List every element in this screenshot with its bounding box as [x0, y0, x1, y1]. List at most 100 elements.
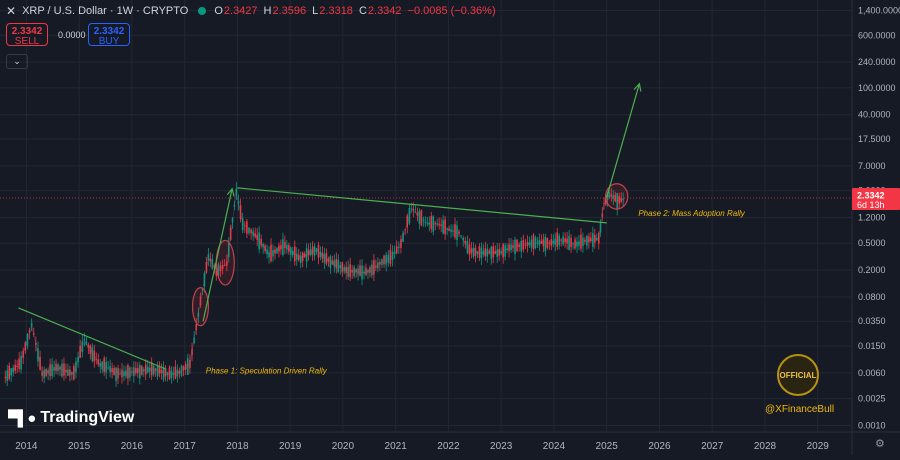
candle-body — [55, 363, 57, 372]
official-badge-text: OFFICIAL — [779, 371, 817, 380]
y-tick-label: 1.2000 — [858, 213, 886, 223]
x-tick-label: 2014 — [15, 441, 38, 452]
candle-body — [65, 370, 67, 373]
candle-body — [57, 364, 59, 372]
candle-body — [478, 246, 481, 258]
candle-body — [182, 366, 185, 371]
candle-body — [526, 241, 529, 246]
candle-body — [528, 242, 531, 245]
candle-body — [166, 372, 169, 376]
phase-annotation: Phase 1: Speculation Driven Rally — [206, 367, 328, 376]
candle-body — [127, 365, 129, 379]
sell-button[interactable]: 2.3342 SELL — [6, 23, 48, 47]
candle-body — [121, 369, 123, 378]
candle-body — [365, 267, 367, 276]
candle-body — [278, 245, 280, 252]
candle-body — [566, 238, 568, 244]
candle-body — [622, 199, 624, 201]
sell-price: 2.3342 — [11, 26, 43, 37]
candle-body — [586, 235, 588, 246]
candle-body — [508, 244, 510, 251]
spread-value: 0.0000 — [58, 30, 86, 40]
author-watermark: @XFinanceBull — [765, 404, 835, 415]
last-price-tag — [852, 188, 900, 211]
ohlc-high-value: 2.3596 — [272, 5, 307, 17]
candle-body — [383, 255, 385, 265]
candle-body — [53, 367, 55, 371]
candle-body — [135, 368, 137, 374]
candle-body — [440, 224, 442, 226]
official-badge: OFFICIAL — [777, 354, 819, 396]
candle-body — [357, 268, 359, 275]
x-tick-label: 2024 — [543, 441, 566, 452]
candle-body — [243, 225, 246, 227]
candle-body — [290, 247, 292, 255]
candle-body — [550, 239, 553, 246]
candle-body — [574, 239, 576, 249]
candle-body — [402, 232, 404, 242]
candle-body — [79, 345, 81, 358]
buy-label: BUY — [98, 36, 120, 47]
candle-body — [540, 240, 543, 244]
candle-body — [284, 241, 286, 248]
candle-body — [572, 243, 574, 245]
trendline — [18, 307, 167, 370]
buy-price: 2.3342 — [93, 26, 125, 37]
candle-body — [207, 254, 210, 261]
candle-body — [512, 245, 514, 248]
candle-body — [274, 249, 276, 254]
candle-body — [560, 239, 562, 241]
y-tick-label: 1,400.0000 — [858, 5, 900, 15]
candle-body — [67, 369, 69, 376]
candle-body — [460, 235, 462, 237]
candle-body — [103, 358, 105, 372]
candle-body — [248, 227, 250, 234]
buy-button[interactable]: 2.3342 BUY — [88, 23, 130, 47]
chevron-down-icon[interactable]: ⌄ — [6, 54, 28, 69]
candle-body — [516, 239, 518, 251]
candle-body — [295, 253, 298, 260]
candle-body — [486, 248, 489, 257]
tradingview-branding[interactable]: ▀▌● TradingView — [8, 409, 134, 427]
candle-body — [133, 367, 135, 377]
candle-body — [363, 271, 365, 274]
candle-body — [160, 369, 163, 373]
candle-body — [498, 248, 500, 256]
candle-body — [353, 267, 355, 277]
candle-body — [532, 234, 535, 250]
x-tick-label: 2018 — [226, 441, 249, 452]
ohlc-close-value: 2.3342 — [367, 5, 402, 17]
candle-body — [219, 265, 222, 272]
y-tick-label: 240.0000 — [858, 57, 896, 67]
sell-label: SELL — [14, 36, 40, 47]
candle-body — [552, 240, 555, 245]
candle-body — [369, 267, 371, 273]
candle-body — [418, 210, 421, 224]
candle-body — [426, 223, 429, 225]
market-status-dot — [198, 7, 207, 15]
candle-body — [49, 364, 51, 376]
y-tick-label: 0.0800 — [858, 292, 886, 302]
candle-body — [578, 241, 580, 246]
candle-body — [63, 363, 65, 376]
y-tick-label: 0.0150 — [858, 341, 886, 351]
candle-body — [462, 237, 464, 241]
tradingview-logo-icon: ▀▌● — [8, 409, 36, 427]
y-tick-label: 0.0350 — [858, 316, 886, 326]
candle-body — [554, 238, 557, 245]
candle-body — [260, 238, 262, 246]
close-icon[interactable]: ✕ — [6, 4, 17, 18]
candle-body — [223, 265, 226, 267]
y-tick-label: 7.0000 — [858, 161, 886, 171]
candle-body — [205, 262, 208, 273]
gear-icon[interactable]: ⚙ — [875, 438, 885, 450]
symbol-title[interactable]: XRP / U.S. Dollar · 1W · CRYPTO — [22, 5, 189, 17]
candle-body — [500, 251, 502, 254]
candle-body — [178, 370, 181, 374]
candle-body — [458, 231, 460, 234]
candle-body — [592, 233, 594, 247]
candle-body — [538, 239, 541, 246]
candle-body — [424, 222, 427, 223]
